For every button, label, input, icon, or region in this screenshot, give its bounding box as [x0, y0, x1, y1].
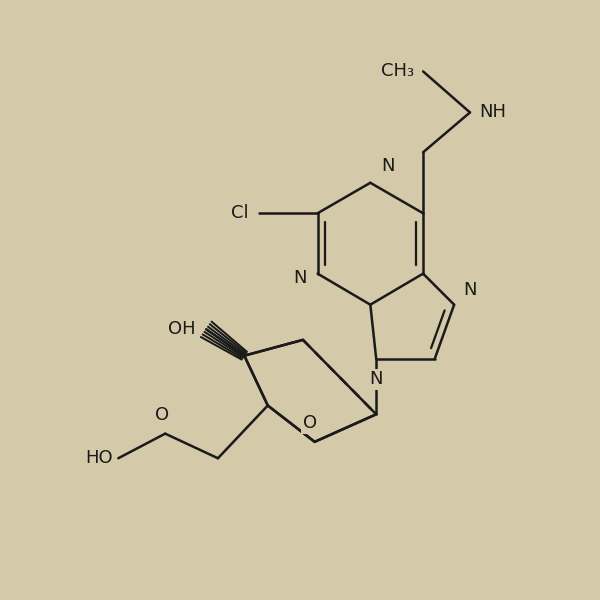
Text: N: N — [293, 269, 307, 287]
Text: NH: NH — [479, 103, 506, 121]
Text: OH: OH — [168, 320, 196, 338]
Text: N: N — [464, 281, 477, 299]
Text: Cl: Cl — [231, 204, 248, 222]
Text: O: O — [303, 415, 317, 433]
Text: O: O — [155, 406, 169, 424]
Text: CH₃: CH₃ — [380, 62, 414, 80]
Text: HO: HO — [85, 449, 112, 467]
Text: N: N — [370, 370, 383, 388]
Text: N: N — [381, 157, 394, 175]
